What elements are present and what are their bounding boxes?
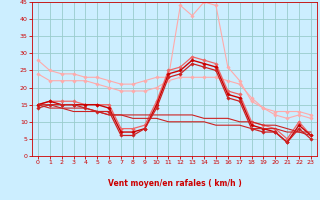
X-axis label: Vent moyen/en rafales ( km/h ): Vent moyen/en rafales ( km/h ) bbox=[108, 179, 241, 188]
